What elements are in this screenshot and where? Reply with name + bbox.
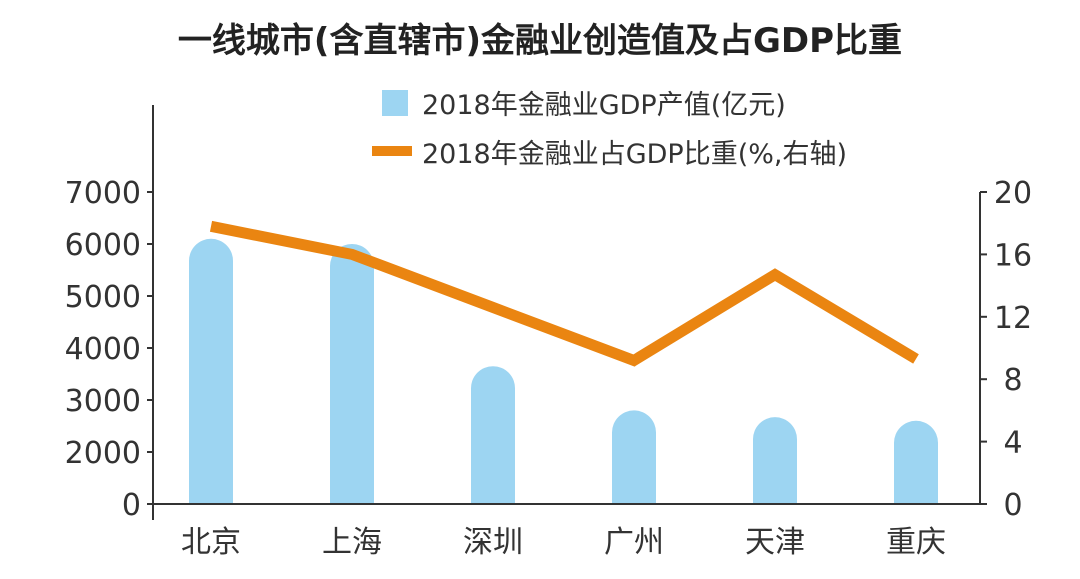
left-tick-label: 4000 [65,332,141,367]
right-tick-label: 20 [994,176,1032,211]
right-tick-label: 8 [1003,363,1022,398]
legend: 2018年金融业GDP产值(亿元) 2018年金融业占GDP比重(%,右轴) [372,90,847,170]
bar-广州 [612,410,656,504]
right-tick-label: 12 [994,301,1032,336]
bar-天津 [753,417,797,504]
legend-bar-label: 2018年金融业GDP产值(亿元) [422,90,786,121]
bar-重庆 [894,420,938,504]
left-tick-label: 5000 [65,280,141,315]
left-tick-label: 6000 [65,228,141,263]
bar-深圳 [471,366,515,504]
right-tick-label: 4 [1003,426,1022,461]
left-tick-label: 2000 [65,436,141,471]
category-label: 北京 [181,525,241,560]
left-tick-label: 7000 [65,176,141,211]
category-label: 深圳 [463,525,523,560]
chart-title: 一线城市(含直辖市)金融业创造值及占GDP比重 [178,21,902,61]
left-tick-label: 0 [122,488,141,523]
right-tick-label: 16 [994,238,1032,273]
legend-bar-swatch [382,90,408,116]
bar-北京 [189,238,233,505]
category-label: 重庆 [886,525,946,560]
category-label: 天津 [745,525,805,560]
right-tick-label: 0 [1003,488,1022,523]
category-label: 上海 [322,525,382,560]
left-tick-label: 3000 [65,384,141,419]
bar-上海 [330,244,374,504]
legend-line-label: 2018年金融业占GDP比重(%,右轴) [422,139,847,170]
category-label: 广州 [604,525,664,560]
line-series-share [209,220,919,367]
legend-line-swatch [372,146,412,156]
